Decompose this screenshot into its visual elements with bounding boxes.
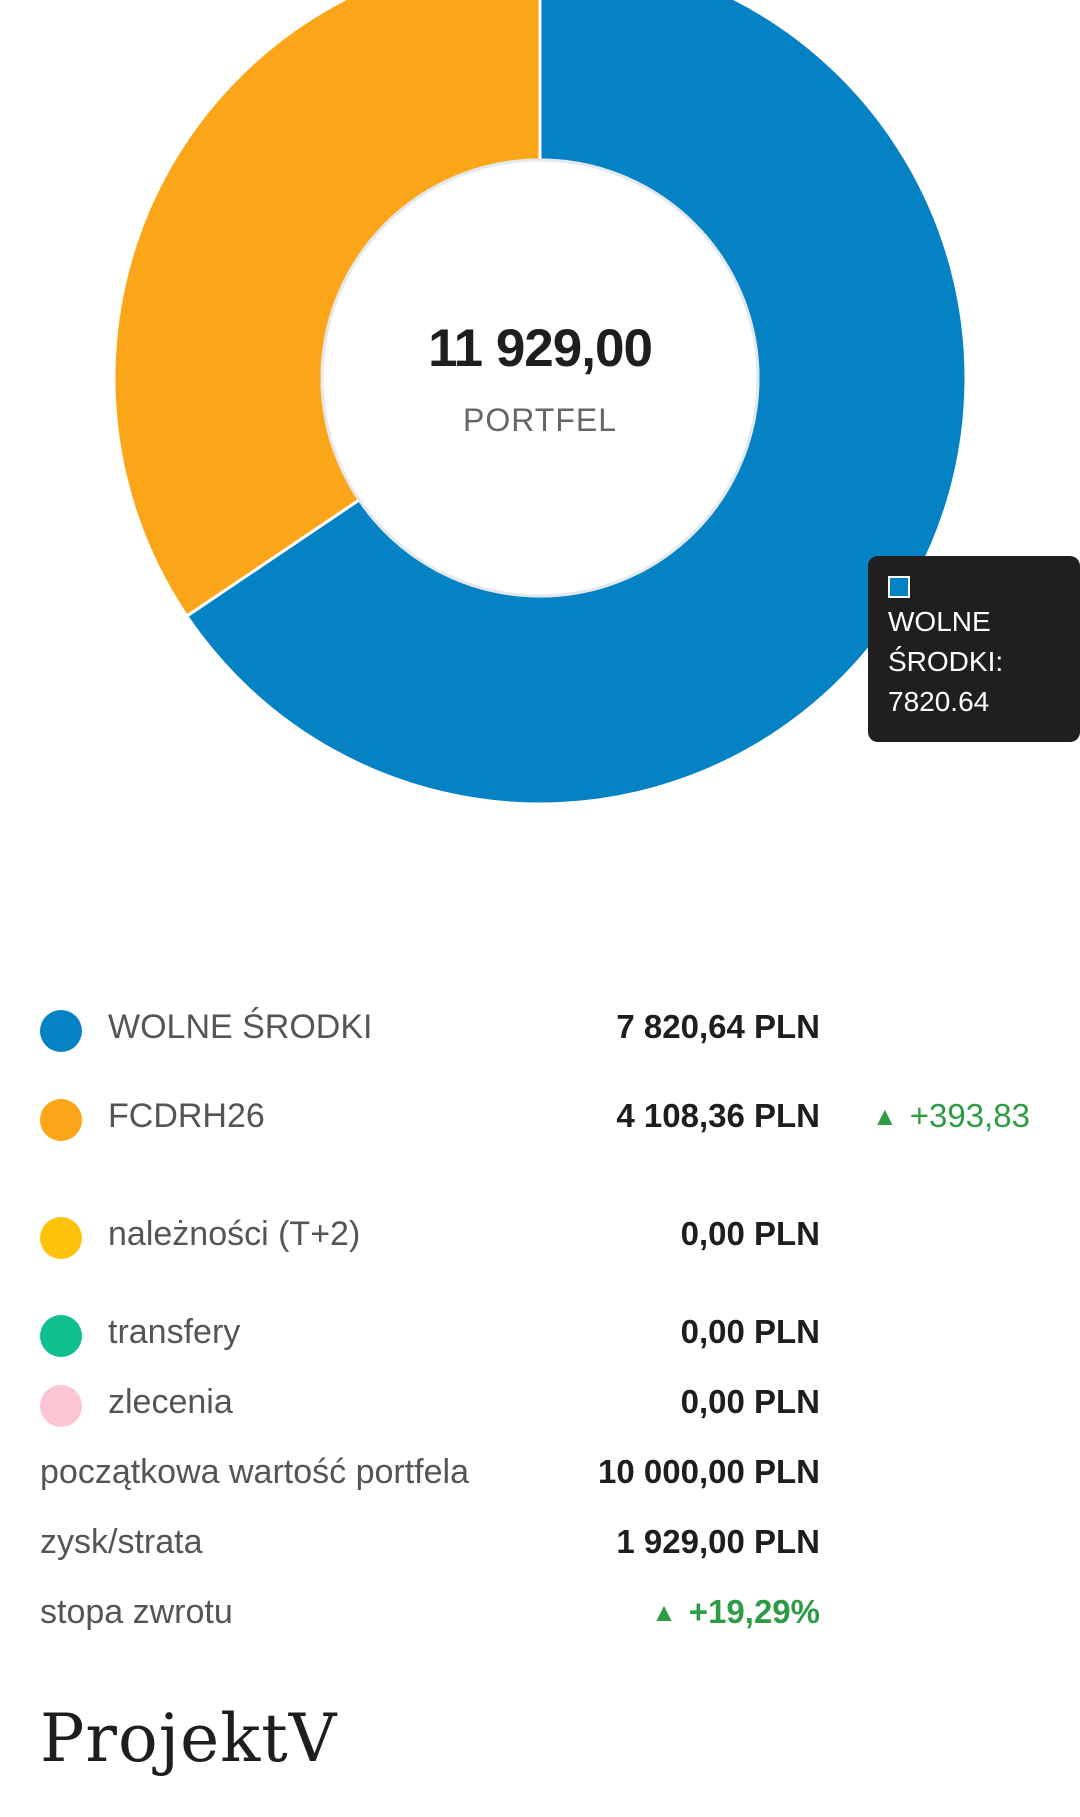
summary-row-return-rate: stopa zwrotu ▲ +19,29% xyxy=(0,1585,1080,1645)
legend-change-value: +393,83 xyxy=(909,1097,1030,1134)
legend-dot xyxy=(40,1315,82,1357)
legend-label: należności (T+2) xyxy=(108,1215,361,1253)
summary-row-profit-loss: zysk/strata 1 929,00 PLN xyxy=(0,1515,1080,1575)
summary-value: 1 929,00 PLN xyxy=(616,1523,820,1560)
return-rate-value: +19,29% xyxy=(688,1593,820,1630)
summary-value: ▲ +19,29% xyxy=(651,1593,820,1631)
tooltip-label-line1: WOLNE xyxy=(888,606,991,637)
legend-row-fcdrh26: FCDRH26 4 108,36 PLN ▲ +393,83 xyxy=(0,1089,1080,1149)
summary-label: stopa zwrotu xyxy=(40,1593,233,1631)
legend-row-zlecenia: zlecenia 0,00 PLN xyxy=(0,1375,1080,1435)
legend-dot xyxy=(40,1385,82,1427)
brand-logo-text: ProjektV xyxy=(40,1700,338,1777)
portfolio-donut-chart[interactable] xyxy=(0,0,1080,830)
chart-tooltip: WOLNE ŚRODKI: 7820.64 xyxy=(868,556,1080,742)
legend-value: 0,00 PLN xyxy=(680,1215,820,1252)
summary-label: początkowa wartość portfela xyxy=(40,1453,469,1491)
legend-dot xyxy=(40,1010,82,1052)
donut-hole xyxy=(320,158,760,598)
summary-row-initial-value: początkowa wartość portfela 10 000,00 PL… xyxy=(0,1445,1080,1505)
legend-value: 4 108,36 PLN xyxy=(616,1097,820,1134)
up-arrow-icon: ▲ xyxy=(651,1597,677,1627)
tooltip-value: 7820.64 xyxy=(888,686,990,717)
summary-label: zysk/strata xyxy=(40,1523,203,1561)
legend-label: WOLNE ŚRODKI xyxy=(108,1008,373,1046)
legend-dot xyxy=(40,1099,82,1141)
legend-row-naleznosci: należności (T+2) 0,00 PLN xyxy=(0,1207,1080,1267)
portfolio-total-value: 11 929,00 xyxy=(428,319,653,378)
legend-label: zlecenia xyxy=(108,1383,233,1421)
legend-label: transfery xyxy=(108,1313,241,1351)
tooltip-swatch xyxy=(888,576,910,598)
legend-change: ▲ +393,83 xyxy=(872,1097,1030,1135)
legend-value: 0,00 PLN xyxy=(680,1313,820,1350)
legend-label: FCDRH26 xyxy=(108,1097,265,1135)
legend-row-transfery: transfery 0,00 PLN xyxy=(0,1305,1080,1365)
up-arrow-icon: ▲ xyxy=(872,1101,898,1131)
portfolio-center-label: PORTFEL xyxy=(463,402,617,438)
summary-value: 10 000,00 PLN xyxy=(598,1453,820,1490)
legend-value: 7 820,64 PLN xyxy=(616,1008,820,1045)
legend-value: 0,00 PLN xyxy=(680,1383,820,1420)
tooltip-label-line2: ŚRODKI: xyxy=(888,646,1004,677)
legend-dot xyxy=(40,1217,82,1259)
legend-row-wolne-srodki: WOLNE ŚRODKI 7 820,64 PLN xyxy=(0,1000,1080,1060)
